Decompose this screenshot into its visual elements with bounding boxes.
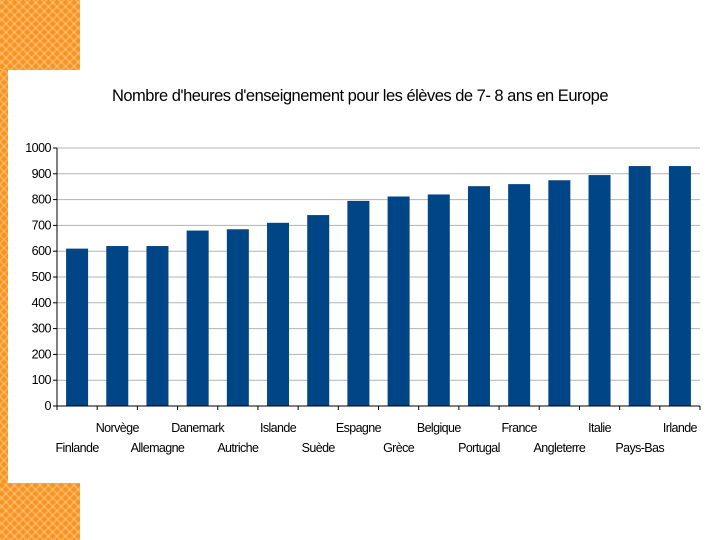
bar (387, 196, 410, 406)
bar (588, 175, 611, 406)
x-tick-label: Irlande (663, 421, 698, 435)
y-tick-label: 300 (32, 322, 52, 336)
x-tick-label: Italie (588, 421, 611, 435)
tick-labels: 0 100 200 300 400 500 600 700 800 900 1000 Finlande… (25, 141, 698, 455)
x-tick-label: Portugal (458, 441, 500, 455)
y-tick-label: 600 (32, 244, 52, 258)
y-tick-label: 100 (32, 373, 52, 387)
bar (146, 246, 169, 406)
y-tick-label: 900 (32, 167, 52, 181)
x-tick-label: Autriche (217, 441, 259, 455)
x-tick-label: Grèce (383, 441, 415, 455)
y-tick-label: 400 (32, 296, 52, 310)
bar (226, 229, 249, 406)
bar (66, 248, 89, 406)
y-tick-label: 1000 (25, 141, 51, 155)
axes (53, 147, 701, 410)
bar (508, 184, 531, 406)
x-tick-label: Pays-Bas (615, 441, 664, 455)
x-tick-label: Suède (302, 441, 336, 455)
bar (186, 230, 209, 406)
bar (106, 246, 129, 406)
x-tick-label: Norvège (96, 421, 140, 435)
y-tick-label: 700 (32, 218, 52, 232)
chart-title: Nombre d'heures d'enseignement pour les … (112, 87, 608, 105)
decorative-corner-bottom (0, 483, 80, 540)
bars (66, 166, 691, 406)
x-tick-label: Allemagne (131, 441, 185, 455)
decorative-corner-top (0, 0, 80, 70)
x-tick-label: Danemark (171, 421, 225, 435)
bar (427, 194, 450, 406)
bar (467, 186, 490, 406)
bar (307, 215, 330, 406)
bar (628, 166, 651, 406)
x-tick-label: Islande (260, 421, 297, 435)
y-tick-label: 800 (32, 193, 52, 207)
y-tick-label: 500 (32, 270, 52, 284)
x-tick-label: Finlande (56, 441, 100, 455)
decorative-side-strip (0, 70, 8, 483)
x-tick-label: Belgique (417, 421, 461, 435)
bar (347, 200, 370, 406)
x-tick-label: Angleterre (534, 441, 586, 455)
x-tick-label: Espagne (336, 421, 382, 435)
bar (548, 180, 571, 406)
y-tick-label: 200 (32, 347, 52, 361)
bar (267, 222, 290, 406)
bar (668, 166, 691, 406)
y-tick-label: 0 (45, 399, 52, 413)
x-tick-label: France (502, 421, 538, 435)
